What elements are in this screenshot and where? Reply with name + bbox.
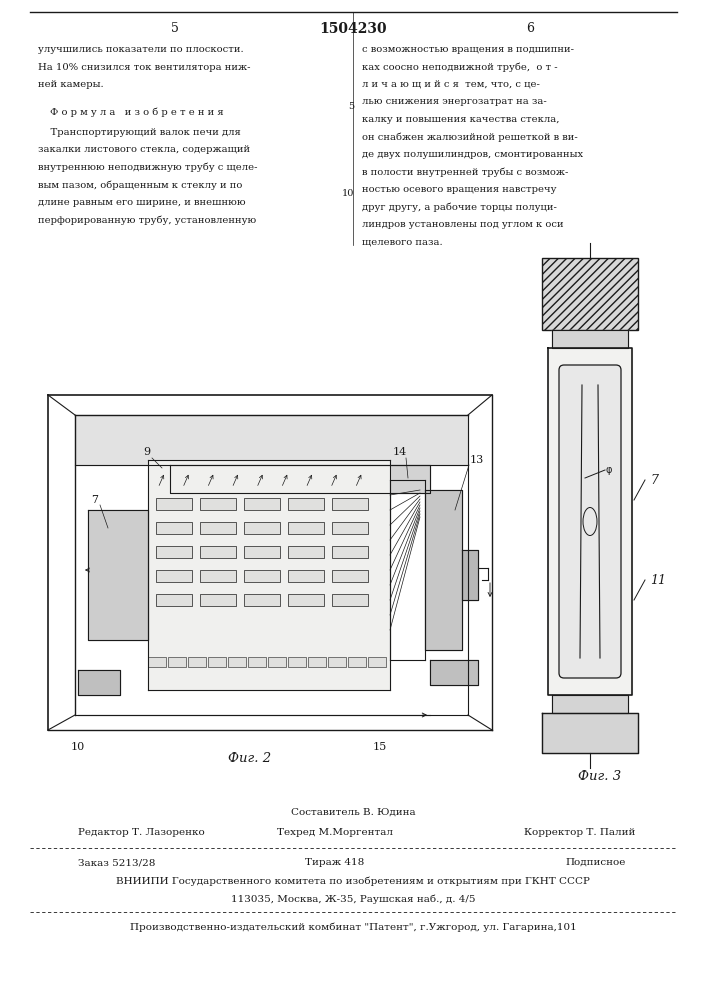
Text: Ф о р м у л а   и з о б р е т е н и я: Ф о р м у л а и з о б р е т е н и я [50, 107, 223, 117]
Text: На 10% снизился ток вентилятора ниж-: На 10% снизился ток вентилятора ниж- [38, 62, 250, 72]
Text: внутреннюю неподвижную трубу с щеле-: внутреннюю неподвижную трубу с щеле- [38, 163, 257, 172]
Bar [288, 546, 324, 558]
Text: Корректор Т. Палий: Корректор Т. Палий [525, 828, 636, 837]
Bar [188, 657, 206, 667]
Text: φ: φ [606, 465, 612, 475]
Bar [288, 570, 324, 582]
Bar [156, 594, 192, 606]
Bar [288, 498, 324, 510]
Text: 5: 5 [348, 102, 354, 111]
Text: длине равным его ширине, и внешнюю: длине равным его ширине, и внешнюю [38, 198, 245, 207]
Bar [248, 657, 266, 667]
Text: в полости внутренней трубы с возмож-: в полости внутренней трубы с возмож- [362, 167, 568, 177]
Text: 5: 5 [171, 22, 179, 35]
Text: л и ч а ю щ и й с я  тем, что, с це-: л и ч а ю щ и й с я тем, что, с це- [362, 80, 540, 89]
Bar [244, 546, 280, 558]
Text: с возможностью вращения в подшипни-: с возможностью вращения в подшипни- [362, 45, 574, 54]
Bar [244, 522, 280, 534]
Text: Фиг. 3: Фиг. 3 [578, 770, 621, 783]
Bar [542, 258, 638, 330]
Text: 15: 15 [373, 742, 387, 752]
Text: линдров установлены под углом к оси: линдров установлены под углом к оси [362, 220, 563, 229]
Text: 10: 10 [71, 742, 85, 752]
Bar [308, 657, 326, 667]
Bar [148, 657, 166, 667]
Bar [244, 594, 280, 606]
Text: калку и повышения качества стекла,: калку и повышения качества стекла, [362, 115, 559, 124]
Text: 1504230: 1504230 [319, 22, 387, 36]
Bar [288, 522, 324, 534]
Text: Фиг. 2: Фиг. 2 [228, 752, 271, 765]
Text: де двух полушилиндров, смонтированных: де двух полушилиндров, смонтированных [362, 150, 583, 159]
Text: Техред М.Моргентал: Техред М.Моргентал [277, 828, 393, 837]
Text: 13: 13 [470, 455, 484, 465]
Bar [332, 498, 368, 510]
Bar [268, 657, 286, 667]
Text: 10: 10 [341, 189, 354, 198]
Bar [368, 657, 386, 667]
Text: Редактор Т. Лазоренко: Редактор Т. Лазоренко [78, 828, 205, 837]
Text: лью снижения энергозатрат на за-: лью снижения энергозатрат на за- [362, 98, 547, 106]
Text: друг другу, а рабочие торцы полуци-: друг другу, а рабочие торцы полуци- [362, 202, 557, 212]
Text: ках соосно неподвижной трубе,  о т -: ках соосно неподвижной трубе, о т - [362, 62, 558, 72]
Bar [156, 546, 192, 558]
Text: он снабжен жалюзийной решеткой в ви-: он снабжен жалюзийной решеткой в ви- [362, 132, 578, 142]
Text: перфорированную трубу, установленную: перфорированную трубу, установленную [38, 216, 256, 225]
Bar [244, 498, 280, 510]
Text: закалки листового стекла, содержащий: закалки листового стекла, содержащий [38, 145, 250, 154]
Text: вым пазом, обращенным к стеклу и по: вым пазом, обращенным к стеклу и по [38, 180, 243, 190]
Bar [332, 546, 368, 558]
Text: ВНИИПИ Государственного комитета по изобретениям и открытиям при ГКНТ СССР: ВНИИПИ Государственного комитета по изоб… [116, 876, 590, 886]
Text: 11: 11 [650, 574, 666, 586]
Text: 9: 9 [144, 447, 151, 457]
Bar [328, 657, 346, 667]
Text: щелевого паза.: щелевого паза. [362, 237, 443, 246]
Text: Тираж 418: Тираж 418 [305, 858, 365, 867]
Bar [244, 570, 280, 582]
Text: ней камеры.: ней камеры. [38, 80, 104, 89]
Bar [208, 657, 226, 667]
Text: 7: 7 [650, 474, 658, 487]
Text: Подписное: Подписное [565, 858, 626, 867]
Bar [168, 657, 186, 667]
Bar [348, 657, 366, 667]
Text: Транспортирующий валок печи для: Транспортирующий валок печи для [38, 128, 241, 137]
Bar [288, 594, 324, 606]
Text: 14: 14 [393, 447, 407, 457]
Bar [200, 570, 236, 582]
Bar [332, 594, 368, 606]
Bar [200, 498, 236, 510]
Text: Заказ 5213/28: Заказ 5213/28 [78, 858, 156, 867]
Bar [200, 594, 236, 606]
Text: 6: 6 [526, 22, 534, 35]
Bar [200, 522, 236, 534]
Bar [288, 657, 306, 667]
Text: ностью осевого вращения навстречу: ностью осевого вращения навстречу [362, 185, 556, 194]
Bar [156, 570, 192, 582]
Bar [156, 498, 192, 510]
Text: улучшились показатели по плоскости.: улучшились показатели по плоскости. [38, 45, 244, 54]
Text: 7: 7 [91, 495, 98, 505]
Bar [156, 522, 192, 534]
Text: Составитель В. Юдина: Составитель В. Юдина [291, 808, 415, 817]
Bar [332, 570, 368, 582]
Text: Производственно-издательский комбинат "Патент", г.Ужгород, ул. Гагарина,101: Производственно-издательский комбинат "П… [129, 922, 576, 932]
Bar [200, 546, 236, 558]
Bar [332, 522, 368, 534]
Bar [228, 657, 246, 667]
Text: 113035, Москва, Ж-35, Раушская наб., д. 4/5: 113035, Москва, Ж-35, Раушская наб., д. … [230, 894, 475, 904]
FancyBboxPatch shape [559, 365, 621, 678]
